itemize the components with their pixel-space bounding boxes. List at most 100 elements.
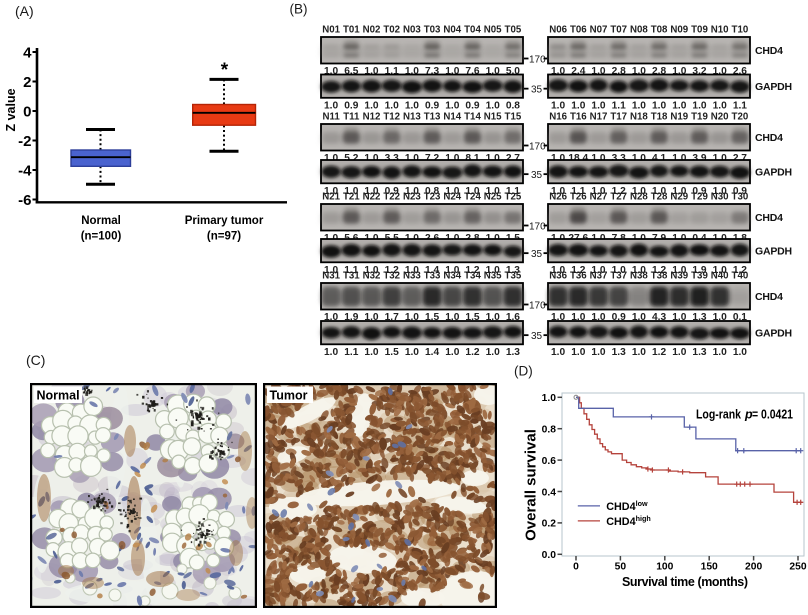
svg-text:0.9: 0.9 xyxy=(612,312,626,323)
svg-text:1.2: 1.2 xyxy=(385,265,399,276)
svg-text:1.0: 1.0 xyxy=(713,265,727,276)
svg-text:N19: N19 xyxy=(670,112,688,123)
svg-text:1.2: 1.2 xyxy=(571,265,585,276)
svg-text:1.0: 1.0 xyxy=(551,312,565,323)
svg-text:N39: N39 xyxy=(670,271,688,282)
svg-text:T19: T19 xyxy=(691,112,708,123)
svg-text:Primary tumor: Primary tumor xyxy=(185,215,264,227)
svg-text:7.3: 7.3 xyxy=(425,66,439,77)
svg-text:1.0: 1.0 xyxy=(713,312,727,323)
svg-text:1.0: 1.0 xyxy=(486,153,500,164)
svg-text:N22: N22 xyxy=(363,192,381,203)
svg-text:N17: N17 xyxy=(590,112,608,123)
svg-text:1.0: 1.0 xyxy=(632,153,646,164)
svg-text:1.9: 1.9 xyxy=(692,265,706,276)
svg-text:1.0: 1.0 xyxy=(632,265,646,276)
svg-text:4.1: 4.1 xyxy=(652,153,666,164)
svg-text:0.6: 0.6 xyxy=(542,456,557,467)
svg-text:N25: N25 xyxy=(484,192,502,203)
svg-text:0.9: 0.9 xyxy=(692,186,706,197)
svg-text:1.0: 1.0 xyxy=(713,153,727,164)
svg-text:T09: T09 xyxy=(691,25,708,36)
svg-text:35: 35 xyxy=(531,170,543,181)
svg-text:1.0: 1.0 xyxy=(713,186,727,197)
svg-text:N10: N10 xyxy=(711,25,729,36)
svg-text:1.0: 1.0 xyxy=(571,100,585,111)
svg-text:N12: N12 xyxy=(363,112,381,123)
svg-text:1.3: 1.3 xyxy=(506,347,520,358)
svg-text:= 0.0421: = 0.0421 xyxy=(752,408,793,422)
svg-text:1.2: 1.2 xyxy=(465,265,479,276)
svg-text:N02: N02 xyxy=(363,25,381,36)
svg-text:1.0: 1.0 xyxy=(364,186,378,197)
svg-text:0: 0 xyxy=(573,562,579,573)
svg-text:100: 100 xyxy=(656,562,673,573)
svg-text:1.0: 1.0 xyxy=(364,312,378,323)
svg-text:T01: T01 xyxy=(343,25,360,36)
svg-text:1.0: 1.0 xyxy=(405,153,419,164)
svg-text:N24: N24 xyxy=(443,192,461,203)
svg-text:1.0: 1.0 xyxy=(591,312,605,323)
svg-text:0.2: 0.2 xyxy=(542,519,557,530)
svg-text:4.3: 4.3 xyxy=(652,312,666,323)
svg-text:1.0: 1.0 xyxy=(445,265,459,276)
svg-text:1.0: 1.0 xyxy=(632,66,646,77)
svg-text:T35: T35 xyxy=(505,271,522,282)
svg-text:2: 2 xyxy=(23,74,31,91)
svg-text:Normal: Normal xyxy=(37,389,80,403)
svg-text:1.0: 1.0 xyxy=(632,100,646,111)
svg-text:8.1: 8.1 xyxy=(465,153,479,164)
svg-text:170: 170 xyxy=(529,300,546,311)
svg-text:7.2: 7.2 xyxy=(425,153,439,164)
svg-text:1.0: 1.0 xyxy=(632,186,646,197)
svg-text:1.0: 1.0 xyxy=(713,100,727,111)
svg-text:T29: T29 xyxy=(691,192,708,203)
svg-text:T02: T02 xyxy=(383,25,400,36)
svg-text:T37: T37 xyxy=(610,271,627,282)
svg-text:2.7: 2.7 xyxy=(506,153,520,164)
svg-text:1.0: 1.0 xyxy=(364,265,378,276)
svg-text:1.0: 1.0 xyxy=(672,312,686,323)
svg-text:1.0: 1.0 xyxy=(612,265,626,276)
svg-text:T30: T30 xyxy=(732,192,749,203)
svg-text:1.2: 1.2 xyxy=(612,186,626,197)
svg-text:0: 0 xyxy=(23,103,31,120)
svg-text:1.1: 1.1 xyxy=(612,100,626,111)
svg-text:T21: T21 xyxy=(343,192,360,203)
svg-text:T17: T17 xyxy=(610,112,627,123)
svg-text:1.0: 1.0 xyxy=(405,100,419,111)
svg-text:CHD4: CHD4 xyxy=(755,212,783,224)
svg-text:T25: T25 xyxy=(505,192,522,203)
svg-text:1.0: 1.0 xyxy=(486,186,500,197)
svg-text:T38: T38 xyxy=(651,271,668,282)
svg-text:N08: N08 xyxy=(630,25,648,36)
svg-text:N18: N18 xyxy=(630,112,648,123)
svg-text:N03: N03 xyxy=(403,25,421,36)
svg-text:150: 150 xyxy=(701,562,718,573)
svg-text:1.0: 1.0 xyxy=(652,186,666,197)
svg-text:1.0: 1.0 xyxy=(551,186,565,197)
svg-text:1.6: 1.6 xyxy=(506,312,520,323)
svg-text:T26: T26 xyxy=(570,192,587,203)
svg-text:1.0: 1.0 xyxy=(591,186,605,197)
svg-text:T08: T08 xyxy=(651,25,668,36)
svg-text:N20: N20 xyxy=(711,112,729,123)
svg-text:0.8: 0.8 xyxy=(506,100,520,111)
svg-text:1.0: 1.0 xyxy=(551,347,565,358)
svg-text:0.8: 0.8 xyxy=(542,425,557,436)
svg-text:1.3: 1.3 xyxy=(692,347,706,358)
svg-text:1.0: 1.0 xyxy=(364,153,378,164)
svg-text:1.0: 1.0 xyxy=(405,66,419,77)
svg-text:(n=97): (n=97) xyxy=(207,231,241,243)
svg-text:Survival time (months): Survival time (months) xyxy=(622,575,748,589)
svg-text:1.0: 1.0 xyxy=(445,153,459,164)
svg-text:N32: N32 xyxy=(363,271,381,282)
svg-text:4: 4 xyxy=(23,44,32,61)
svg-text:T28: T28 xyxy=(651,192,668,203)
svg-text:1.0: 1.0 xyxy=(672,153,686,164)
svg-text:1.0: 1.0 xyxy=(672,66,686,77)
svg-text:1.1: 1.1 xyxy=(344,265,358,276)
svg-text:T33: T33 xyxy=(424,271,441,282)
svg-text:1.0: 1.0 xyxy=(733,347,747,358)
svg-text:GAPDH: GAPDH xyxy=(755,327,792,339)
